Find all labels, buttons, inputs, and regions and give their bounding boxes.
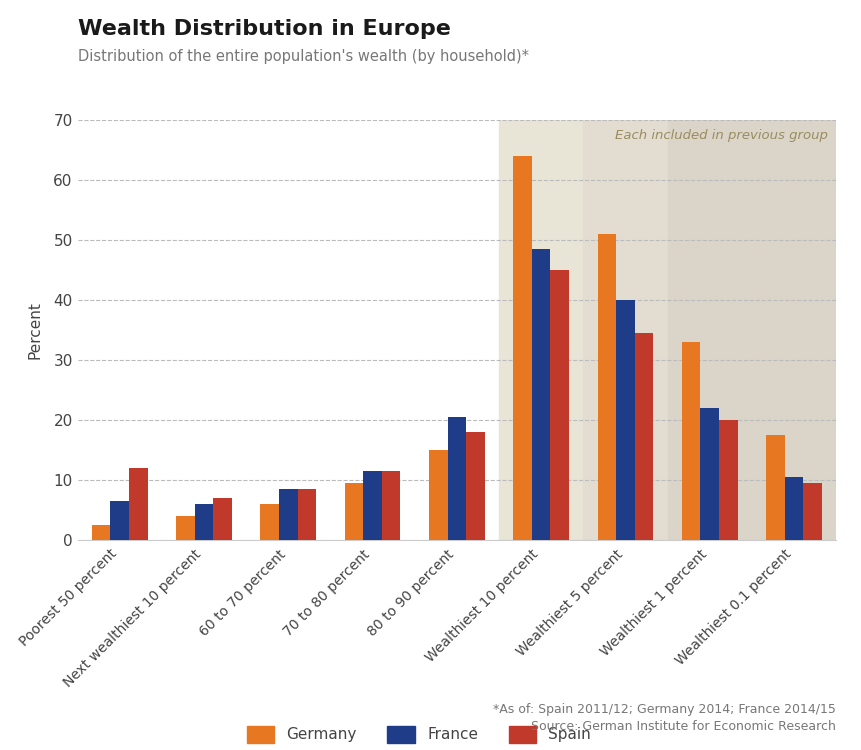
- Bar: [447, 417, 466, 540]
- Bar: [466, 432, 484, 540]
- Bar: [213, 498, 232, 540]
- Bar: [765, 435, 784, 540]
- Bar: [666, 120, 835, 540]
- Bar: [616, 300, 634, 540]
- Bar: [550, 270, 568, 540]
- Bar: [513, 156, 531, 540]
- Bar: [176, 516, 195, 540]
- Bar: [362, 471, 381, 540]
- Text: Distribution of the entire population's wealth (by household)*: Distribution of the entire population's …: [77, 49, 528, 64]
- Bar: [597, 234, 616, 540]
- Y-axis label: Percent: Percent: [28, 301, 42, 359]
- Bar: [344, 483, 362, 540]
- Bar: [634, 333, 653, 540]
- Bar: [92, 525, 110, 540]
- Bar: [129, 468, 147, 540]
- Legend: Germany, France, Spain: Germany, France, Spain: [240, 720, 597, 748]
- Bar: [531, 249, 550, 540]
- Bar: [110, 501, 129, 540]
- Bar: [700, 408, 718, 540]
- Bar: [279, 489, 297, 540]
- Text: Each included in previous group: Each included in previous group: [614, 129, 827, 142]
- Bar: [297, 489, 316, 540]
- Bar: [195, 504, 213, 540]
- Text: Wealth Distribution in Europe: Wealth Distribution in Europe: [77, 19, 450, 39]
- Bar: [499, 120, 835, 540]
- Bar: [784, 477, 802, 540]
- Bar: [718, 420, 737, 540]
- Bar: [381, 471, 400, 540]
- Bar: [681, 342, 700, 540]
- Bar: [429, 450, 447, 540]
- Bar: [260, 504, 279, 540]
- Text: *As of: Spain 2011/12; Germany 2014; France 2014/15: *As of: Spain 2011/12; Germany 2014; Fra…: [492, 704, 835, 716]
- Bar: [802, 483, 821, 540]
- Text: Source: German Institute for Economic Research: Source: German Institute for Economic Re…: [530, 721, 835, 734]
- Bar: [583, 120, 835, 540]
